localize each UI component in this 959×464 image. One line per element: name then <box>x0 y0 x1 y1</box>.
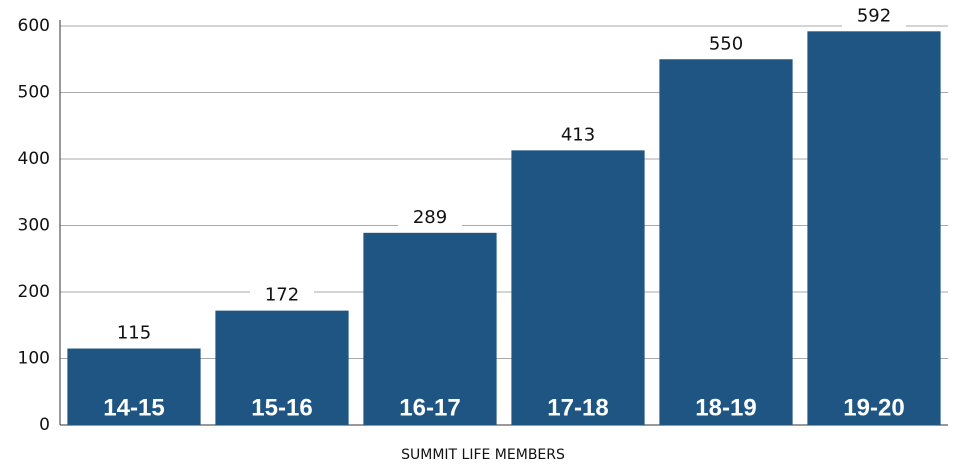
y-tick-label: 400 <box>18 149 50 169</box>
x-tick-label: 17-18 <box>547 394 608 421</box>
bar <box>511 150 645 426</box>
value-label: 115 <box>117 323 151 344</box>
value-label-bg <box>546 124 610 147</box>
value-label: 592 <box>857 5 891 26</box>
value-label-bg <box>250 284 314 307</box>
value-label: 413 <box>561 124 595 145</box>
value-label: 550 <box>709 33 743 54</box>
bar <box>67 348 201 425</box>
x-tick-label: 16-17 <box>399 394 460 421</box>
y-tick-label: 100 <box>18 349 50 369</box>
x-axis-label: SUMMIT LIFE MEMBERS <box>401 447 565 463</box>
y-tick-label: 500 <box>18 83 50 103</box>
y-tick-label: 0 <box>39 415 50 435</box>
bar <box>807 31 941 425</box>
x-tick-label: 18-19 <box>695 394 756 421</box>
value-label-bg <box>842 5 906 28</box>
y-tick-label: 200 <box>18 282 50 302</box>
x-tick-label: 19-20 <box>843 394 904 421</box>
value-label: 289 <box>413 207 447 228</box>
bar <box>215 310 349 425</box>
x-tick-label: 15-16 <box>251 394 312 421</box>
bar <box>363 232 497 425</box>
y-tick-label: 600 <box>18 16 50 36</box>
value-label: 172 <box>265 285 299 306</box>
value-label-bg <box>694 33 758 56</box>
value-label-bg <box>398 206 462 229</box>
value-label-bg <box>102 322 166 345</box>
bar <box>659 59 793 425</box>
x-tick-label: 14-15 <box>103 394 164 421</box>
y-tick-label: 300 <box>18 216 50 236</box>
